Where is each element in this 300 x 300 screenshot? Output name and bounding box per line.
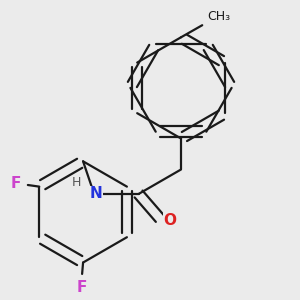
Text: N: N: [90, 187, 103, 202]
Text: F: F: [76, 280, 87, 296]
Text: H: H: [72, 176, 82, 189]
Text: F: F: [11, 176, 21, 191]
Text: CH₃: CH₃: [207, 10, 230, 22]
Text: O: O: [164, 213, 177, 228]
